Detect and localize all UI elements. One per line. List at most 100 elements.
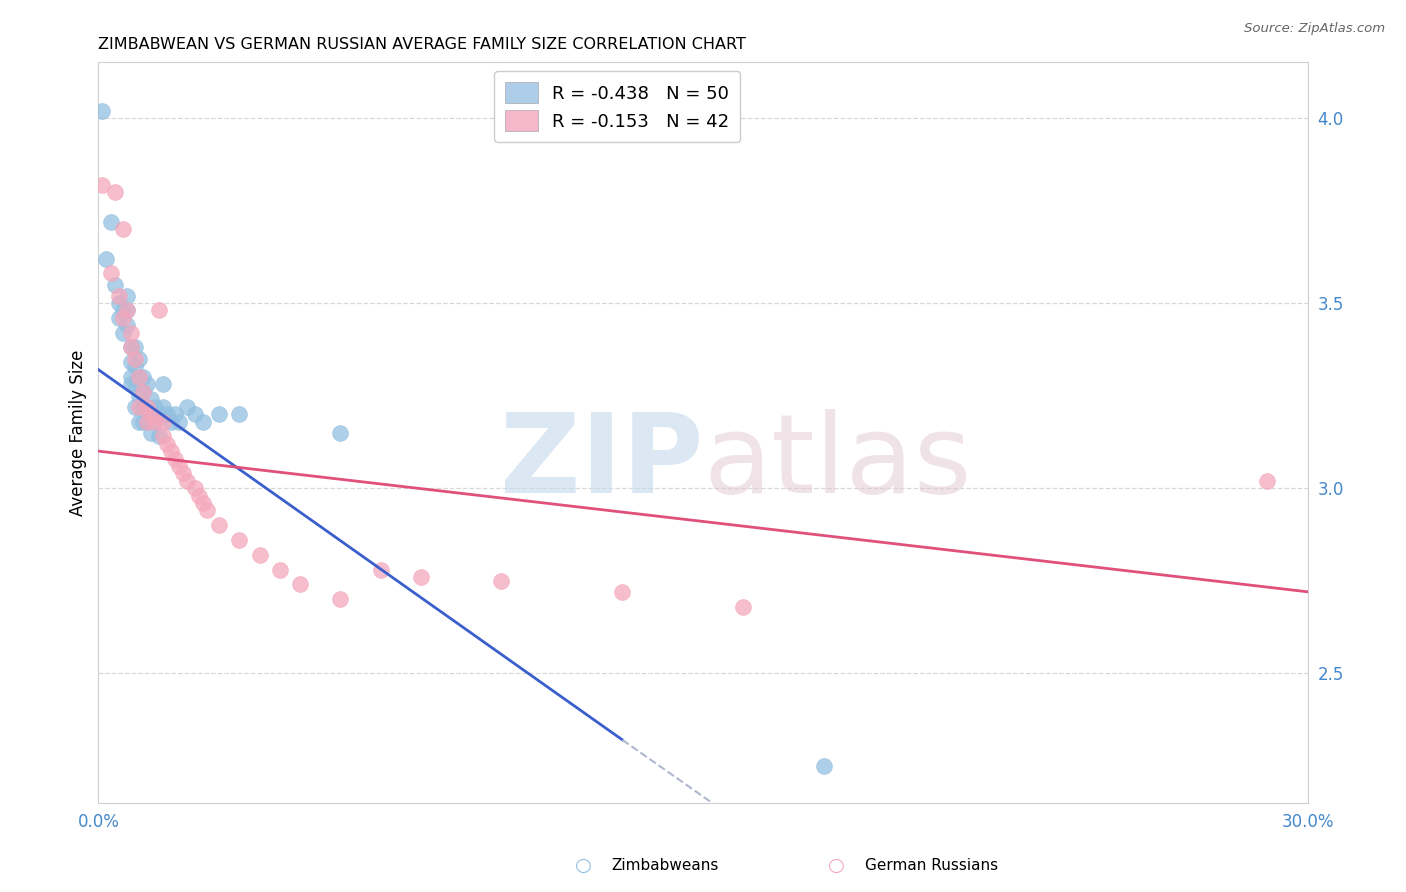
Point (124, 359, 146, 373)
Point (143, 415, 166, 429)
Point (128, 415, 150, 429)
Point (132, 415, 155, 429)
Text: atlas: atlas (703, 409, 972, 516)
Point (128, 400, 150, 414)
Point (172, 467, 194, 481)
Point (612, 584, 634, 599)
Point (167, 458, 190, 473)
Point (120, 341, 142, 355)
Point (124, 400, 146, 414)
Text: ○: ○ (575, 855, 592, 875)
Point (208, 407, 231, 421)
Point (329, 592, 352, 607)
Point (491, 574, 513, 588)
Point (128, 389, 150, 403)
Point (139, 407, 162, 421)
Point (176, 474, 198, 488)
Point (152, 415, 174, 429)
Point (111, 222, 134, 236)
Point (128, 370, 150, 384)
Point (139, 392, 162, 407)
Text: ZIMBABWEAN VS GERMAN RUSSIAN AVERAGE FAMILY SIZE CORRELATION CHART: ZIMBABWEAN VS GERMAN RUSSIAN AVERAGE FAM… (98, 37, 747, 52)
Point (156, 407, 179, 421)
Point (115, 288, 138, 302)
Point (103, 277, 125, 292)
Text: ZIP: ZIP (499, 409, 703, 516)
Point (1256, 474, 1278, 488)
Point (135, 415, 157, 429)
Point (152, 400, 174, 414)
Point (120, 326, 142, 340)
Point (184, 407, 207, 421)
Point (124, 377, 146, 392)
Point (135, 400, 157, 414)
Point (132, 370, 155, 384)
Point (143, 400, 166, 414)
Point (115, 318, 138, 333)
Point (91, 178, 114, 192)
Point (100, 267, 122, 281)
Point (193, 415, 215, 429)
Point (135, 415, 157, 429)
Point (156, 436, 179, 450)
Point (124, 351, 146, 366)
Point (228, 533, 250, 547)
Y-axis label: Average Family Size: Average Family Size (69, 350, 87, 516)
Point (139, 425, 162, 440)
Point (148, 303, 170, 318)
Point (111, 326, 134, 340)
Point (184, 481, 207, 495)
Point (132, 400, 155, 414)
Point (120, 370, 142, 384)
Point (160, 415, 183, 429)
Point (269, 563, 291, 577)
Point (111, 310, 134, 325)
Point (107, 296, 129, 310)
Point (100, 214, 122, 228)
Point (163, 407, 186, 421)
Text: German Russians: German Russians (865, 858, 998, 872)
Point (288, 577, 311, 591)
Point (107, 288, 129, 302)
Point (132, 384, 155, 399)
Point (103, 185, 125, 199)
Text: Zimbabweans: Zimbabweans (612, 858, 718, 872)
Point (152, 377, 174, 392)
Point (249, 548, 271, 562)
Point (135, 377, 157, 392)
Point (160, 444, 183, 458)
Point (143, 415, 166, 429)
Point (111, 303, 134, 318)
Point (124, 341, 146, 355)
Point (370, 563, 392, 577)
Text: ○: ○ (828, 855, 845, 875)
Point (120, 341, 142, 355)
Point (96, 252, 118, 266)
Point (208, 518, 231, 533)
Point (195, 503, 218, 517)
Point (120, 355, 142, 369)
Point (163, 451, 186, 466)
Point (813, 758, 835, 772)
Point (128, 351, 150, 366)
Point (409, 570, 432, 584)
Point (152, 429, 174, 443)
Point (135, 400, 157, 414)
Point (107, 310, 129, 325)
Point (139, 407, 162, 421)
Point (228, 407, 250, 421)
Point (193, 496, 215, 510)
Point (148, 407, 170, 421)
Point (120, 377, 142, 392)
Point (148, 429, 170, 443)
Text: Source: ZipAtlas.com: Source: ZipAtlas.com (1244, 22, 1385, 36)
Point (176, 400, 198, 414)
Point (188, 489, 211, 503)
Point (132, 384, 155, 399)
Point (128, 370, 150, 384)
Point (115, 303, 138, 318)
Point (91, 103, 114, 118)
Point (115, 303, 138, 318)
Point (167, 415, 190, 429)
Point (733, 599, 755, 614)
